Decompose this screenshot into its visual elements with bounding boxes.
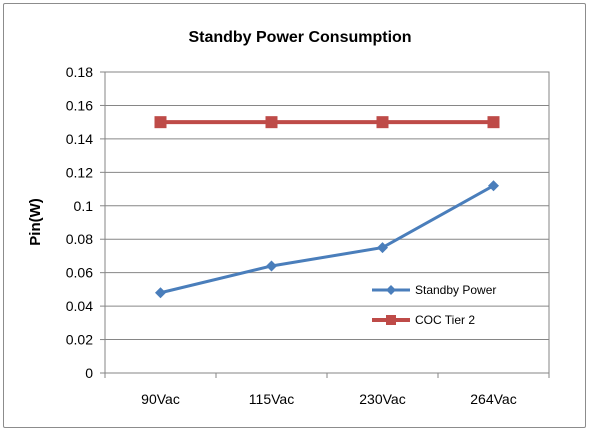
series-0-point-1 bbox=[266, 260, 277, 272]
x-tick-label: 264Vac bbox=[470, 391, 516, 407]
series-1-point-3 bbox=[487, 116, 500, 129]
y-tick-label: 0.18 bbox=[66, 64, 93, 80]
series-0-point-2 bbox=[377, 242, 388, 254]
series-0-point-3 bbox=[488, 180, 499, 192]
series-0-point-0 bbox=[155, 287, 166, 299]
legend-marker-1 bbox=[386, 315, 396, 325]
series-0-line bbox=[160, 184, 495, 295]
y-tick-label: 0.04 bbox=[66, 298, 93, 314]
legend-marker-0 bbox=[386, 285, 396, 295]
y-tick-label: 0 bbox=[85, 365, 93, 381]
series-1-point-2 bbox=[376, 116, 389, 129]
legend-label-0: Standby Power bbox=[415, 283, 496, 297]
series-1-point-1 bbox=[265, 116, 278, 129]
y-tick-label: 0.16 bbox=[66, 97, 93, 113]
y-tick-label: 0.06 bbox=[66, 265, 93, 281]
series-1-point-0 bbox=[154, 116, 167, 129]
y-tick-label: 0.14 bbox=[66, 131, 93, 147]
x-tick-label: 115Vac bbox=[249, 391, 294, 407]
legend-label-1: COC Tier 2 bbox=[415, 313, 475, 327]
x-tick-label: 90Vac bbox=[141, 391, 180, 407]
plot-border bbox=[104, 71, 550, 374]
y-axis-label: Pin(W) bbox=[27, 198, 44, 245]
y-tick-label: 0.02 bbox=[66, 332, 93, 348]
x-tick-label: 230Vac bbox=[359, 391, 405, 407]
chart-title: Standby Power Consumption bbox=[188, 29, 411, 46]
y-tick-label: 0.08 bbox=[66, 231, 93, 247]
y-tick-label: 0.1 bbox=[74, 198, 94, 214]
y-tick-label: 0.12 bbox=[66, 164, 93, 180]
plot-area: 0 0.02 0.04 0.06 0.08 0.1 0.12 0.14 0.16 0.18 90Va… bbox=[66, 64, 550, 407]
